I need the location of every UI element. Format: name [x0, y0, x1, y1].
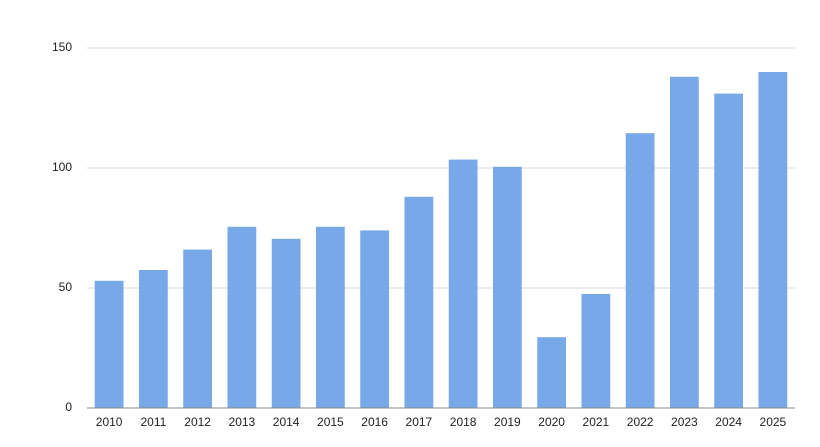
bar	[537, 337, 567, 408]
x-tick-label: 2021	[583, 415, 610, 429]
bar	[492, 166, 522, 408]
bar	[227, 226, 257, 408]
x-tick-label: 2022	[627, 415, 654, 429]
bar	[138, 270, 168, 408]
bar	[714, 93, 744, 408]
x-tick-label: 2025	[760, 415, 787, 429]
bar	[625, 133, 655, 408]
y-tick-label: 0	[65, 400, 72, 414]
x-tick-label: 2020	[538, 415, 565, 429]
bar	[404, 196, 434, 408]
x-tick-label: 2019	[494, 415, 521, 429]
y-tick-label: 50	[59, 280, 73, 294]
x-tick-label: 2010	[96, 415, 123, 429]
y-tick-label: 100	[52, 160, 72, 174]
bar	[94, 280, 124, 408]
x-tick-label: 2024	[715, 415, 742, 429]
x-tick-label: 2012	[184, 415, 211, 429]
bar	[360, 230, 390, 408]
x-tick-label: 2016	[361, 415, 388, 429]
x-tick-label: 2011	[140, 415, 166, 429]
bar	[758, 72, 788, 408]
x-tick-label: 2013	[229, 415, 256, 429]
y-tick-label: 150	[52, 40, 72, 54]
bar	[581, 294, 611, 408]
bar	[271, 238, 301, 408]
x-tick-label: 2014	[273, 415, 300, 429]
bar	[448, 159, 478, 408]
bar	[315, 226, 345, 408]
bar	[669, 76, 699, 409]
x-tick-label: 2015	[317, 415, 344, 429]
x-tick-label: 2017	[406, 415, 433, 429]
bar	[183, 249, 213, 408]
x-tick-label: 2023	[671, 415, 698, 429]
x-tick-label: 2018	[450, 415, 477, 429]
